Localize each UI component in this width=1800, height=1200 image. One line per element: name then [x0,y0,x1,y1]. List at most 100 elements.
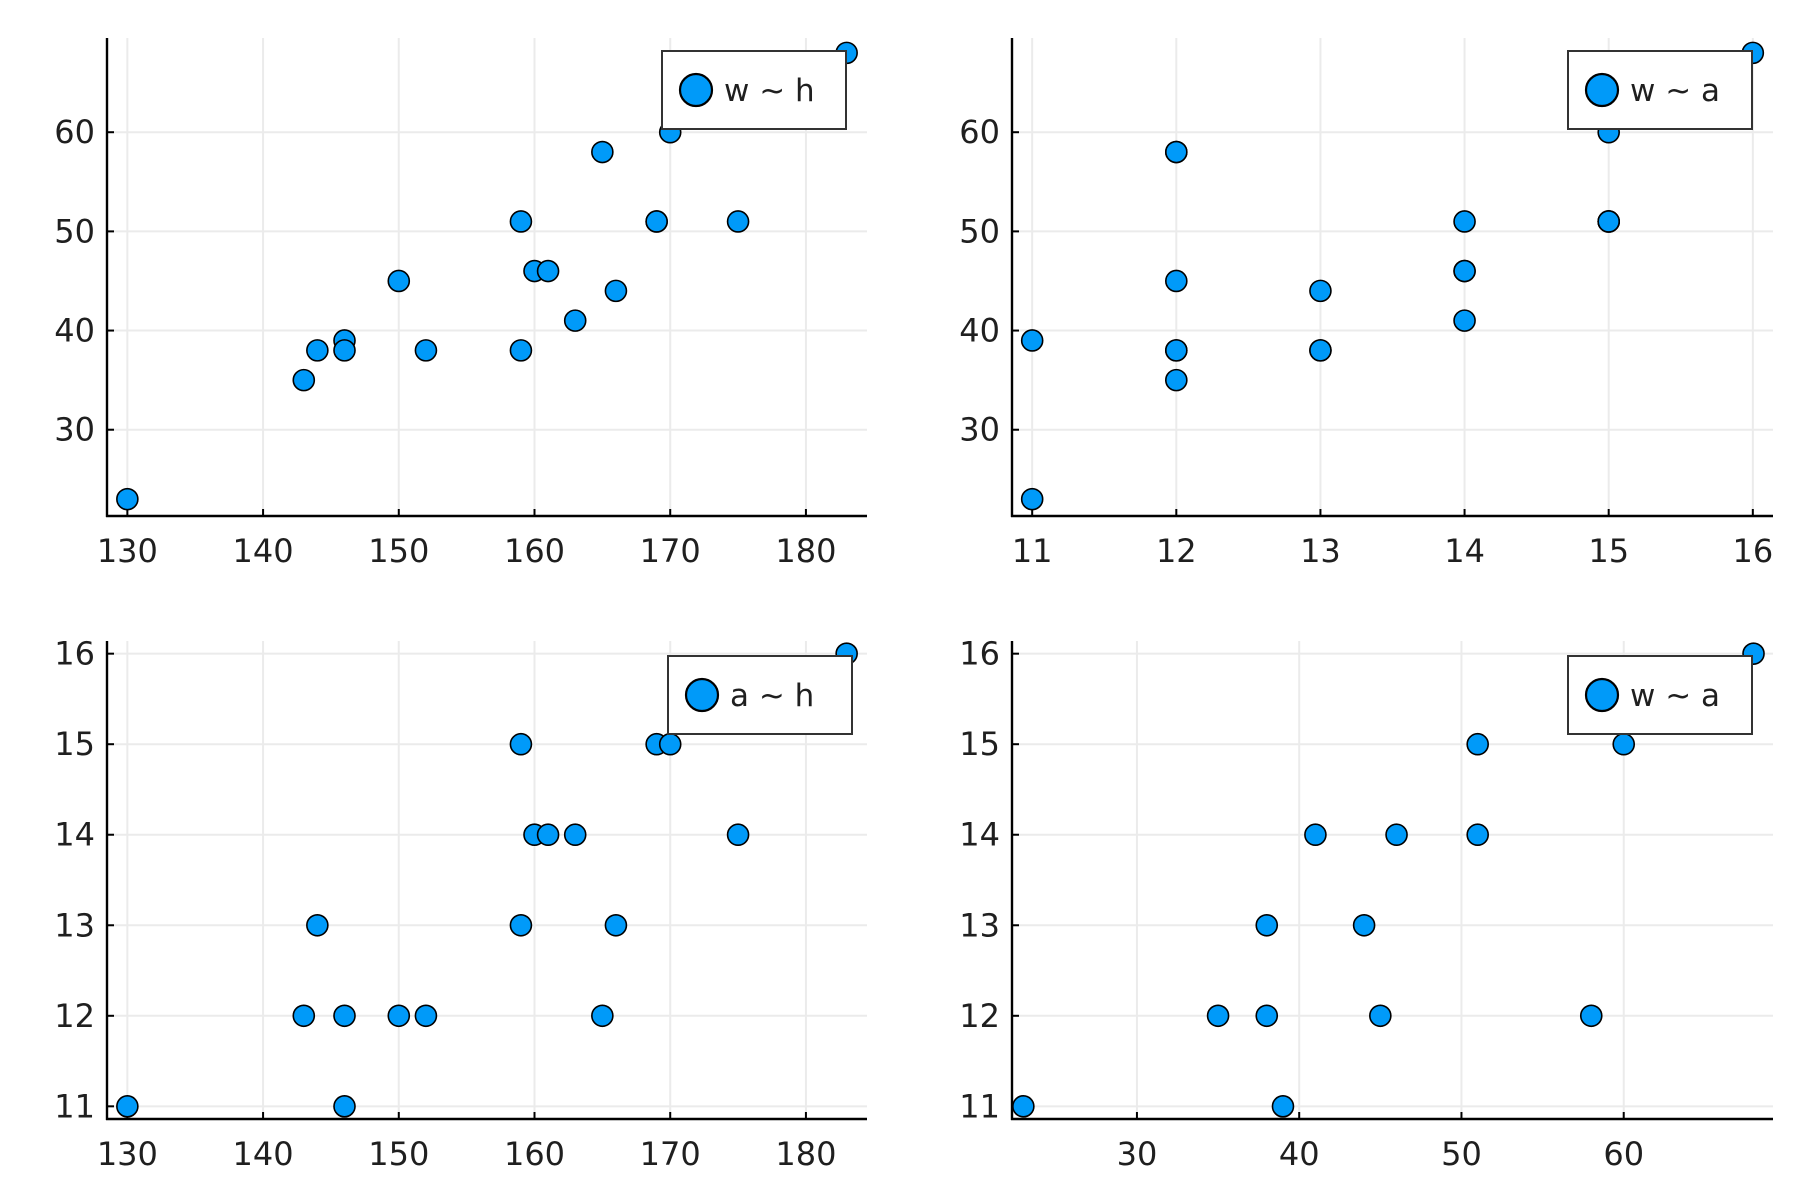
x-tick-label: 11 [1012,532,1053,570]
legend-marker [684,677,720,713]
y-tick-label: 30 [959,411,1000,449]
x-tick-label: 30 [1117,1135,1158,1173]
data-point [536,259,560,283]
y-tick-label: 50 [959,212,1000,250]
data-point [387,269,411,293]
y-tick-label: 12 [54,997,95,1035]
data-point [726,210,750,233]
data-point [1304,823,1327,847]
data-point [1453,309,1476,332]
y-tick-label: 12 [959,997,1000,1035]
x-tick-label: 130 [97,532,158,570]
y-tick-label: 60 [959,113,1000,151]
x-tick-label: 150 [368,1135,429,1173]
y-tick-label: 30 [54,411,95,449]
data-point [1453,210,1476,233]
data-point [509,913,533,937]
data-point [306,913,329,937]
legend-label: a ~ h [730,678,814,714]
y-tick-label: 16 [54,635,95,673]
data-point [604,913,628,937]
y-tick-label: 60 [54,113,95,151]
y-tick-label: 16 [959,635,1000,673]
data-point [292,1004,316,1028]
x-tick-label: 13 [1300,532,1341,570]
data-point [1255,1004,1279,1028]
legend: w ~ h [661,50,847,130]
data-point [658,732,682,756]
x-tick-label: 170 [640,532,701,570]
data-point [1165,140,1188,164]
panel-2: 11 12 13 14 15 16 30 40 50 60 w ~ a [959,38,1773,570]
data-point [1255,913,1279,937]
series-points [1012,642,1765,1118]
y-tick-label: 40 [54,312,95,350]
legend-marker [1584,677,1620,713]
data-point [1206,1004,1230,1028]
data-point [1466,732,1489,756]
data-point [1579,1004,1603,1028]
x-tick-label: 160 [504,1135,565,1173]
x-tick-label: 12 [1156,532,1197,570]
data-point [1165,269,1188,293]
legend: w ~ a [1567,50,1753,130]
x-tick-label: 16 [1732,532,1773,570]
x-tick-label: 14 [1444,532,1485,570]
data-point [536,823,560,847]
data-point [591,1004,614,1028]
data-point [1466,823,1489,847]
y-tick-label: 13 [959,906,1000,944]
data-point [333,339,356,362]
data-point [509,210,533,233]
data-point [1165,368,1188,392]
data-point [726,823,750,847]
x-tick-label: 160 [504,532,565,570]
data-point [292,368,316,392]
data-point [1612,732,1636,756]
data-point [645,210,668,233]
data-point [604,279,628,303]
x-tick-label: 180 [775,1135,836,1173]
legend-marker [678,72,714,108]
data-point [1020,487,1044,511]
panel-3: 130 140 150 160 170 180 11 12 13 14 15 16 a ~ h [54,635,867,1173]
legend-label: w ~ h [724,73,815,109]
x-tick-label: 130 [97,1135,158,1173]
data-point [509,339,533,362]
data-point [116,1095,139,1118]
data-point [306,339,329,362]
data-point [1597,210,1620,233]
legend-marker [1584,72,1620,108]
x-tick-label: 140 [233,532,294,570]
data-point [414,1004,438,1028]
y-tick-label: 15 [959,725,1000,763]
data-point [333,1095,356,1118]
x-tick-label: 170 [640,1135,701,1173]
y-tick-label: 14 [54,816,95,854]
y-tick-label: 11 [959,1087,1000,1125]
data-point [414,339,438,362]
data-point [563,309,587,332]
series-points [1020,41,1765,511]
y-tick-label: 13 [54,906,95,944]
y-tick-label: 14 [959,816,1000,854]
data-point [1385,823,1408,847]
data-point [1309,279,1332,303]
data-point [333,1004,356,1028]
y-tick-label: 40 [959,312,1000,350]
y-tick-label: 11 [54,1087,95,1125]
x-tick-label: 50 [1441,1135,1482,1173]
data-point [1309,339,1332,362]
x-tick-label: 180 [775,532,836,570]
data-point [116,487,139,511]
data-point [563,823,587,847]
data-point [591,140,614,164]
data-point [509,732,533,756]
x-tick-label: 40 [1279,1135,1320,1173]
series-points [116,41,858,511]
legend: a ~ h [667,655,853,735]
legend: w ~ a [1567,655,1753,735]
data-point [1020,329,1044,352]
data-point [1165,339,1188,362]
